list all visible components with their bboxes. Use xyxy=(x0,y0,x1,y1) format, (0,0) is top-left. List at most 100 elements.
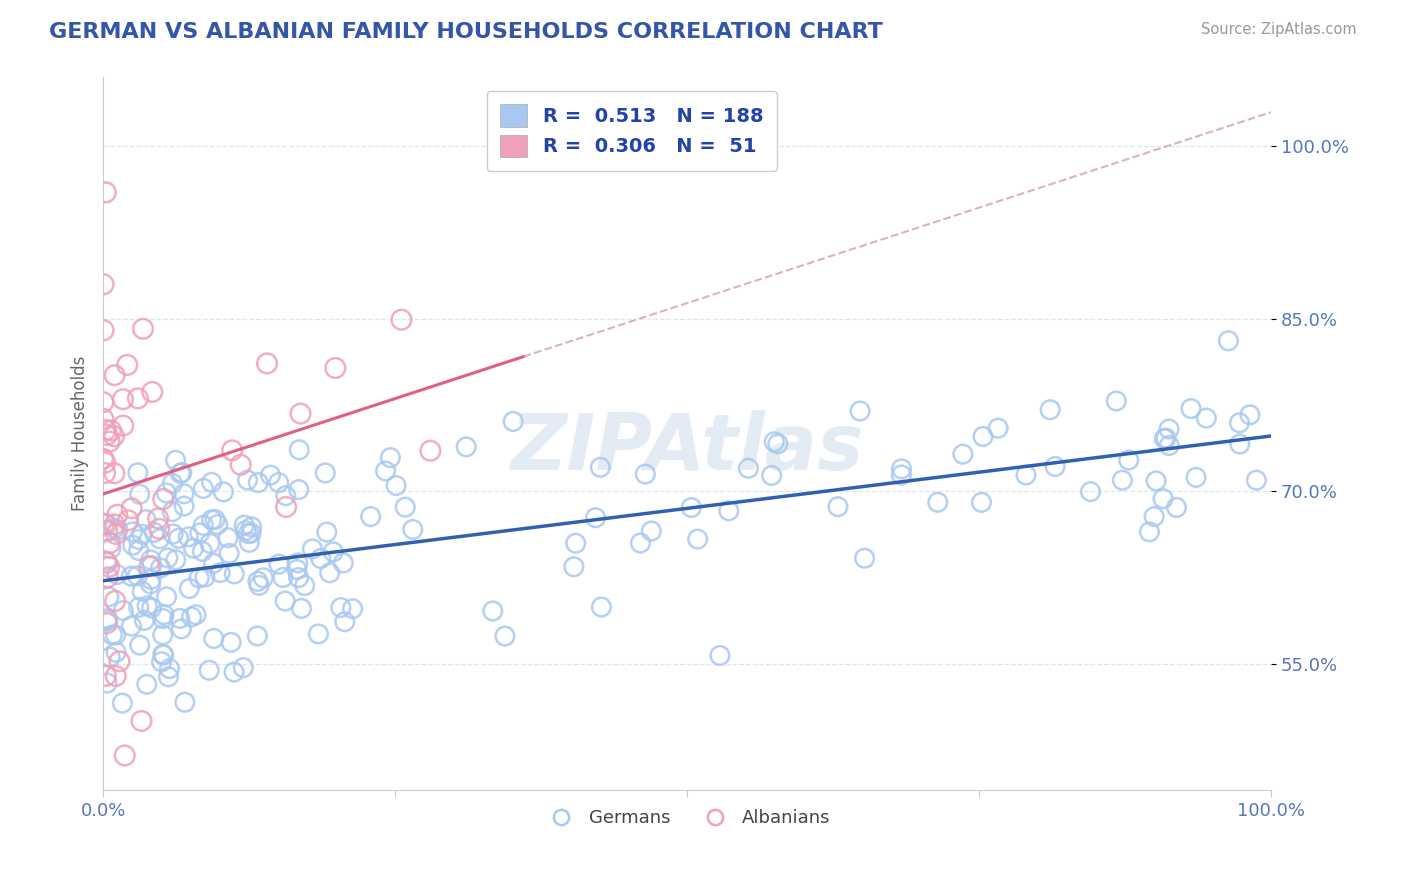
Point xyxy=(267,475,290,490)
Point xyxy=(156,551,179,566)
Point xyxy=(319,566,342,580)
Point xyxy=(93,323,115,337)
Point xyxy=(94,456,117,470)
Point xyxy=(91,412,114,426)
Point xyxy=(309,551,332,566)
Point xyxy=(307,627,329,641)
Point xyxy=(173,487,195,501)
Point xyxy=(267,557,290,571)
Point xyxy=(97,570,120,584)
Point xyxy=(103,521,125,535)
Point xyxy=(589,460,612,475)
Point xyxy=(184,607,207,622)
Point xyxy=(93,516,115,531)
Point xyxy=(1185,470,1208,484)
Point xyxy=(121,524,143,539)
Point xyxy=(236,473,259,487)
Point xyxy=(952,447,974,461)
Point xyxy=(117,513,139,527)
Point xyxy=(112,603,135,617)
Point xyxy=(240,520,263,534)
Point xyxy=(681,500,703,515)
Point xyxy=(198,536,221,550)
Point xyxy=(141,601,163,615)
Point xyxy=(97,590,120,604)
Point xyxy=(131,714,153,728)
Point xyxy=(155,486,177,500)
Point xyxy=(170,466,193,480)
Point xyxy=(100,424,122,438)
Point xyxy=(148,522,170,536)
Text: ZIPAtlas: ZIPAtlas xyxy=(510,410,863,486)
Point xyxy=(165,553,187,567)
Point xyxy=(188,571,211,585)
Point xyxy=(562,559,585,574)
Point xyxy=(763,434,786,449)
Point xyxy=(1246,473,1268,487)
Point xyxy=(96,616,118,631)
Text: Source: ZipAtlas.com: Source: ZipAtlas.com xyxy=(1201,22,1357,37)
Point xyxy=(1218,334,1240,348)
Point xyxy=(152,628,174,642)
Point xyxy=(143,525,166,540)
Point xyxy=(96,517,118,532)
Point xyxy=(294,578,316,592)
Point xyxy=(193,482,215,496)
Point xyxy=(222,665,245,679)
Point xyxy=(153,607,176,622)
Point xyxy=(162,527,184,541)
Point xyxy=(271,570,294,584)
Point xyxy=(972,429,994,443)
Point xyxy=(1229,437,1251,451)
Point xyxy=(94,466,117,480)
Point xyxy=(194,570,217,584)
Point xyxy=(686,532,709,546)
Point xyxy=(135,513,157,527)
Legend: Germans, Albanians: Germans, Albanians xyxy=(536,802,838,834)
Point xyxy=(325,361,347,376)
Point xyxy=(1154,431,1177,445)
Point xyxy=(173,499,195,513)
Point xyxy=(104,628,127,642)
Point xyxy=(987,421,1010,435)
Point xyxy=(247,475,270,490)
Point xyxy=(104,669,127,683)
Point xyxy=(1166,500,1188,515)
Point xyxy=(1111,473,1133,487)
Point xyxy=(120,569,142,583)
Point xyxy=(1039,402,1062,417)
Point xyxy=(890,462,912,476)
Point xyxy=(394,500,416,515)
Point xyxy=(91,395,114,409)
Point xyxy=(640,524,662,538)
Point xyxy=(235,524,257,538)
Point xyxy=(634,467,657,482)
Point xyxy=(1195,411,1218,425)
Point xyxy=(1152,491,1174,506)
Point xyxy=(247,578,270,592)
Point xyxy=(342,601,364,615)
Point xyxy=(290,601,312,615)
Point xyxy=(221,443,243,458)
Y-axis label: Family Households: Family Households xyxy=(72,356,89,511)
Point xyxy=(1159,438,1181,452)
Point xyxy=(132,322,155,336)
Point xyxy=(238,526,260,541)
Point xyxy=(240,526,263,541)
Point xyxy=(152,611,174,625)
Point xyxy=(287,556,309,570)
Point xyxy=(155,590,177,604)
Point xyxy=(890,468,912,483)
Point xyxy=(1043,459,1066,474)
Point xyxy=(173,695,195,709)
Point xyxy=(165,453,187,467)
Point xyxy=(564,536,586,550)
Point xyxy=(238,535,260,549)
Point xyxy=(94,186,117,200)
Point xyxy=(127,466,149,480)
Point xyxy=(287,571,309,585)
Point xyxy=(128,487,150,501)
Point xyxy=(288,442,311,457)
Point xyxy=(128,600,150,615)
Point xyxy=(766,436,789,450)
